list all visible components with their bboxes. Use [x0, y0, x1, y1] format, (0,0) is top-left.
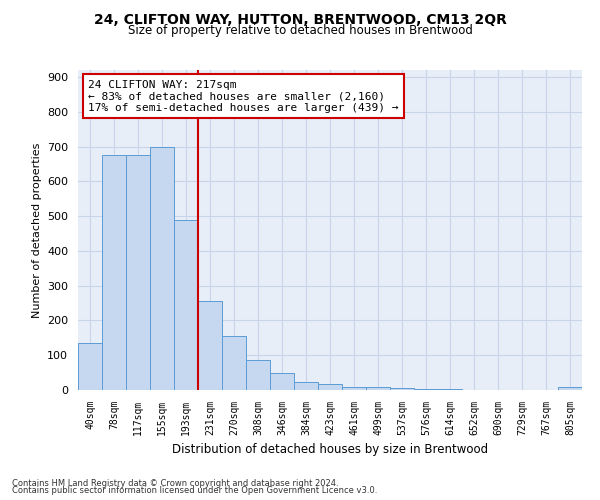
Bar	[198, 302, 222, 390]
Bar	[294, 382, 318, 390]
Text: 24 CLIFTON WAY: 217sqm
← 83% of detached houses are smaller (2,160)
17% of semi-: 24 CLIFTON WAY: 217sqm ← 83% of detached…	[88, 80, 398, 113]
Text: Contains HM Land Registry data © Crown copyright and database right 2024.: Contains HM Land Registry data © Crown c…	[12, 478, 338, 488]
Bar	[558, 387, 582, 390]
Bar	[174, 220, 198, 390]
Bar	[222, 336, 246, 390]
Text: Contains public sector information licensed under the Open Government Licence v3: Contains public sector information licen…	[12, 486, 377, 495]
Bar	[246, 360, 270, 390]
Bar	[78, 343, 102, 390]
Bar	[150, 146, 174, 390]
Bar	[102, 155, 126, 390]
Bar	[390, 388, 414, 390]
Text: 24, CLIFTON WAY, HUTTON, BRENTWOOD, CM13 2QR: 24, CLIFTON WAY, HUTTON, BRENTWOOD, CM13…	[94, 12, 506, 26]
Bar	[414, 389, 438, 390]
X-axis label: Distribution of detached houses by size in Brentwood: Distribution of detached houses by size …	[172, 444, 488, 456]
Bar	[366, 387, 390, 390]
Bar	[270, 372, 294, 390]
Bar	[342, 386, 366, 390]
Bar	[126, 155, 150, 390]
Bar	[318, 384, 342, 390]
Y-axis label: Number of detached properties: Number of detached properties	[32, 142, 41, 318]
Text: Size of property relative to detached houses in Brentwood: Size of property relative to detached ho…	[128, 24, 472, 37]
